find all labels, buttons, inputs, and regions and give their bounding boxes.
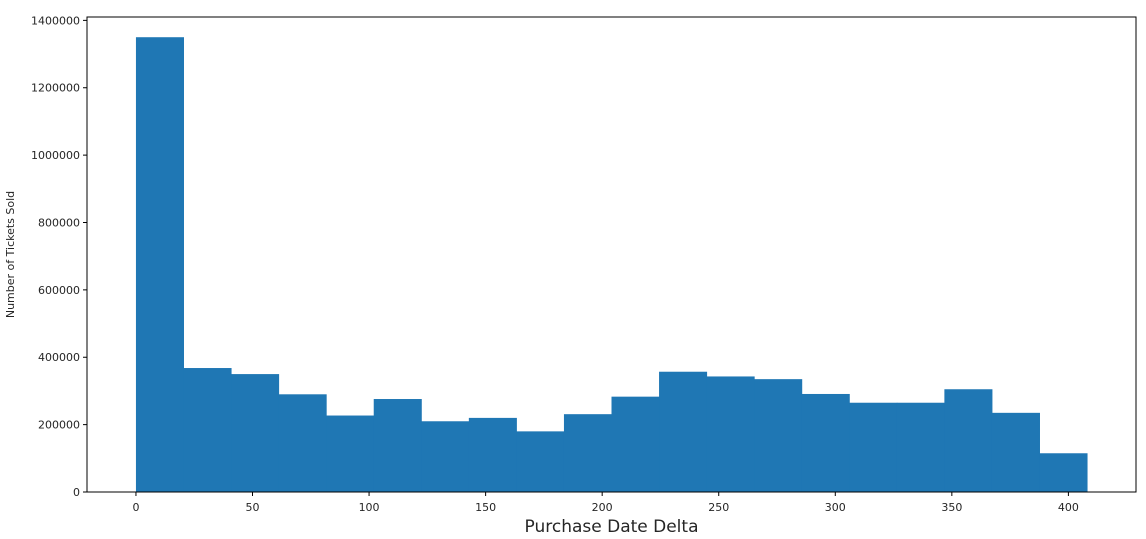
y-tick-label: 1400000 — [31, 14, 80, 27]
histogram-bar — [754, 379, 803, 492]
histogram-bar — [421, 421, 470, 492]
histogram-bar — [611, 396, 660, 492]
histogram-bar — [326, 415, 375, 492]
x-axis-label: Purchase Date Delta — [525, 517, 699, 537]
y-axis-ticks: 0 200000 400000 600000 800000 1000000 1200000 1… — [31, 14, 87, 499]
histogram-bar — [563, 414, 612, 492]
histogram-bar — [849, 402, 898, 492]
histogram-bar — [896, 402, 945, 492]
y-tick-label: 400000 — [38, 351, 80, 364]
x-tick-label: 250 — [708, 501, 729, 514]
y-tick-label: 600000 — [38, 284, 80, 297]
histogram-bar — [373, 399, 422, 492]
x-axis-ticks: 0 50 100 150 200 250 300 350 400 — [132, 492, 1079, 514]
x-tick-label: 350 — [941, 501, 962, 514]
y-tick-label: 200000 — [38, 419, 80, 432]
histogram-bar — [278, 394, 327, 492]
y-tick-label: 800000 — [38, 216, 80, 229]
x-tick-label: 100 — [359, 501, 380, 514]
histogram-bar — [468, 417, 517, 492]
histogram-bar — [991, 412, 1040, 492]
x-tick-label: 0 — [132, 501, 139, 514]
histogram-bar — [1039, 453, 1088, 492]
histogram-bar — [183, 368, 232, 492]
y-tick-label: 1200000 — [31, 82, 80, 95]
y-tick-label: 0 — [73, 486, 80, 499]
histogram-bar — [231, 374, 280, 492]
x-tick-label: 150 — [475, 501, 496, 514]
histogram-bars — [135, 37, 1088, 493]
histogram-bar — [135, 37, 184, 493]
y-axis-label: Number of Tickets Sold — [4, 191, 17, 318]
histogram-bar — [706, 376, 755, 492]
x-tick-label: 400 — [1058, 501, 1079, 514]
histogram-bar — [801, 393, 850, 492]
histogram-bar — [944, 389, 993, 492]
x-tick-label: 50 — [246, 501, 260, 514]
x-tick-label: 200 — [592, 501, 613, 514]
y-tick-label: 1000000 — [31, 149, 80, 162]
histogram-bar — [659, 371, 708, 492]
plot-frame — [86, 16, 1137, 493]
histogram-bar — [516, 431, 565, 492]
x-tick-label: 300 — [825, 501, 846, 514]
